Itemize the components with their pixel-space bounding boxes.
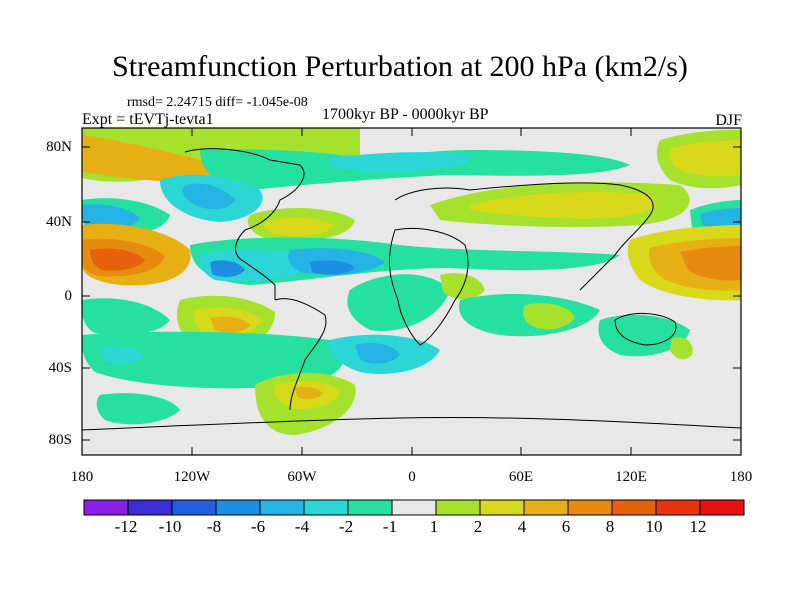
lon-label: 180 [729,469,753,485]
coastlines [82,148,741,431]
colorbar-label: 8 [605,517,615,536]
lon-label: 120W [173,469,211,485]
chart-title: Streamfunction Perturbation at 200 hPa (… [112,50,688,83]
colorbar-label: -2 [338,517,354,536]
period-label: 1700kyr BP - 0000kyr BP [322,106,489,123]
colorbar-swatch [611,499,657,516]
lat-label: 80N [46,139,72,155]
contour-patch [680,246,741,281]
contour-patch [96,393,180,425]
lon-label: 120E [615,469,647,485]
lon-label: 60E [508,469,534,485]
lat-label: 40N [46,214,72,230]
colorbar-label: 10 [645,517,663,536]
coastline-australia [614,312,677,346]
colorbar-swatch [127,499,173,516]
lat-label: 0 [64,288,73,304]
season-label: DJF [715,112,742,129]
colorbar-swatch [215,499,261,516]
colorbar-swatch [391,499,437,516]
contour-patch [100,346,145,364]
contour-patch [669,140,741,177]
experiment-label: Expt = tEVTj-tevta1 [82,111,214,128]
axis-ticks [82,128,741,455]
colorbar-swatch [479,499,525,516]
contour-patch [440,273,485,300]
colorbar-label: 6 [561,517,571,536]
contour-patch [82,135,241,184]
colorbar-swatch [259,499,305,516]
coastline-africa [389,227,469,346]
lat-label: 80S [48,432,72,448]
contour-patch [82,204,140,229]
colorbar-swatch [655,499,701,516]
lon-label: 180 [70,469,94,485]
colorbar-label: -12 [114,517,138,536]
colorbar [83,499,745,516]
contour-patch [355,343,400,364]
colorbar-label: 2 [473,517,483,536]
colorbar-swatch [523,499,569,516]
colorbar-label: -1 [382,517,398,536]
contour-patch [263,217,335,236]
contour-patch [82,331,345,389]
colorbar-swatch [567,499,613,516]
lon-label: 60W [287,469,317,485]
colorbar-label: -4 [294,517,310,536]
colorbar-label: -6 [250,517,266,536]
colorbar-swatch [347,499,393,516]
colorbar-swatch [83,499,129,516]
coastline-north-america [184,148,305,300]
colorbar-label: 4 [517,517,527,536]
colorbar-label: 12 [689,517,707,536]
contour-patch [210,260,245,278]
coastline-eurasia [394,182,654,291]
contour-patch [82,298,170,336]
colorbar-swatch [171,499,217,516]
contour-patch [598,314,690,357]
colorbar-swatch [303,499,349,516]
contour-patch [295,386,323,400]
contour-patch [90,248,145,271]
lat-label: 40S [48,360,72,376]
map-field [82,128,741,455]
contour-patch [327,152,472,172]
contour-patch [470,192,656,219]
contour-patch [182,183,235,210]
colorbar-label: -8 [206,517,222,536]
contour-patch [522,303,575,330]
contour-patch [670,337,693,360]
lon-label: 0 [408,469,416,485]
colorbar-label: -10 [158,517,182,536]
colorbar-swatch [435,499,481,516]
colorbar-swatch [699,499,745,516]
stats-text: rmsd= 2.24715 diff= -1.045e-08 [127,95,308,110]
coastline-south-america [274,298,327,411]
contour-patch [310,260,355,275]
coastline-antarctica [82,416,741,431]
colorbar-label: 1 [429,517,439,536]
contour-patch [210,316,250,333]
